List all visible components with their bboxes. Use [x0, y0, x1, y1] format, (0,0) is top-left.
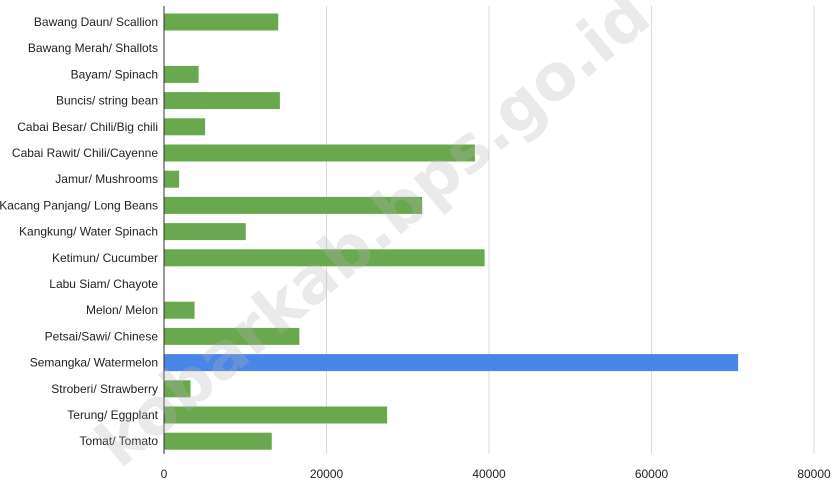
bars: [164, 13, 739, 450]
bar: [164, 144, 475, 162]
bar: [164, 380, 191, 398]
x-tick-label: 40000: [472, 467, 506, 481]
category-label: Jamur/ Mushrooms: [55, 172, 158, 186]
bar: [164, 196, 423, 214]
x-tick-label: 20000: [310, 467, 344, 481]
category-label: Kangkung/ Water Spinach: [19, 225, 158, 239]
category-label: Bawang Daun/ Scallion: [34, 15, 158, 29]
category-label: Labu Siam/ Chayote: [49, 277, 158, 291]
bar: [164, 92, 280, 110]
category-label: Buncis/ string bean: [56, 94, 158, 108]
bar: [164, 249, 485, 267]
x-tick-label: 0: [161, 467, 168, 481]
category-label: Cabai Rawit/ Chili/Cayenne: [12, 146, 158, 160]
bar: [164, 65, 199, 83]
x-tick-label: 60000: [635, 467, 669, 481]
category-label: Terung/ Eggplant: [67, 408, 158, 422]
bar: [164, 170, 180, 188]
bar: [164, 327, 300, 345]
category-label: Tomat/ Tomato: [80, 434, 159, 448]
category-label: Kacang Panjang/ Long Beans: [0, 198, 158, 212]
x-tick-labels: 0 20000 40000 60000 80000: [161, 467, 831, 481]
category-label: Ketimun/ Cucumber: [52, 251, 158, 265]
category-label: Petsai/Sawi/ Chinese: [45, 329, 159, 343]
gridlines: [163, 6, 815, 454]
bar: [164, 406, 388, 424]
bar: [164, 301, 195, 319]
x-tick-label: 80000: [797, 467, 831, 481]
category-label: Stroberi/ Strawberry: [51, 382, 158, 396]
category-label: Cabai Besar/ Chili/Big chili: [17, 120, 158, 134]
bar: [164, 223, 246, 241]
bar: [164, 118, 206, 136]
bar: [164, 13, 279, 31]
bar: [164, 354, 739, 372]
category-label: Melon/ Melon: [86, 303, 158, 317]
bar: [164, 432, 272, 450]
category-label: Bawang Merah/ Shallots: [28, 41, 158, 55]
category-label: Bayam/ Spinach: [71, 67, 158, 81]
category-labels: Bawang Daun/ Scallion Bawang Merah/ Shall…: [0, 15, 159, 448]
category-label: Semangka/ Watermelon: [30, 356, 158, 370]
